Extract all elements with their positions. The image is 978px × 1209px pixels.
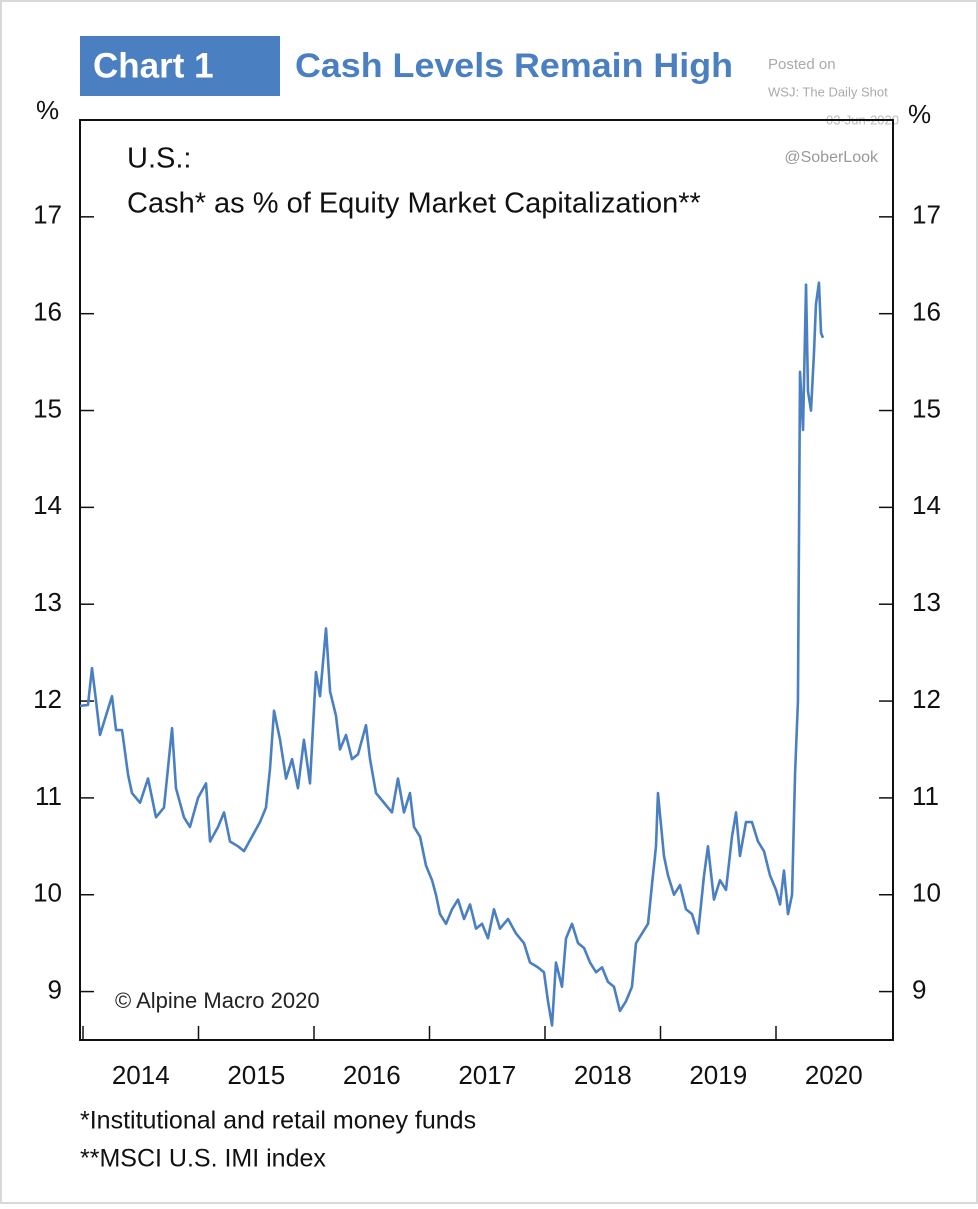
subtitle: U.S.: xyxy=(127,143,191,175)
y2-tick-label: 12 xyxy=(912,684,941,714)
x-tick-label: 2019 xyxy=(689,1060,747,1090)
y2-tick-label: 17 xyxy=(912,200,941,230)
data-line xyxy=(79,281,825,1027)
watermark: Posted on xyxy=(768,56,836,73)
subtitle: Cash* as % of Equity Market Capitalizati… xyxy=(127,188,701,220)
y2-tick-label: 14 xyxy=(912,490,941,520)
y2-unit-label: % xyxy=(908,99,931,129)
y2-tick-label: 13 xyxy=(912,587,941,617)
x-tick-label: 2017 xyxy=(458,1060,516,1090)
copyright: © Alpine Macro 2020 xyxy=(115,988,320,1013)
header-box xyxy=(80,36,280,96)
y-tick-label: 13 xyxy=(33,587,62,617)
y2-tick-label: 11 xyxy=(912,781,939,811)
x-tick-label: 2015 xyxy=(227,1060,285,1090)
y-tick-label: 10 xyxy=(33,878,62,908)
watermark: WSJ: The Daily Shot xyxy=(768,84,888,99)
y-tick-label: 16 xyxy=(33,297,62,327)
y-tick-label: 17 xyxy=(33,200,62,230)
y2-tick-label: 16 xyxy=(912,297,941,327)
y-tick-label: 14 xyxy=(33,490,62,520)
plot-frame xyxy=(79,119,894,1041)
chart-title: Cash Levels Remain High xyxy=(295,47,733,85)
y2-tick-label: 15 xyxy=(912,393,941,423)
y-unit-label: % xyxy=(36,95,59,125)
y2-tick-label: 9 xyxy=(912,974,926,1004)
y2-tick-label: 10 xyxy=(912,878,941,908)
x-tick-label: 2020 xyxy=(805,1060,863,1090)
footnote: **MSCI U.S. IMI index xyxy=(80,1145,326,1173)
y-tick-label: 11 xyxy=(35,781,62,811)
header-label: Chart 1 xyxy=(93,46,214,85)
x-tick-label: 2016 xyxy=(343,1060,401,1090)
y-tick-label: 15 xyxy=(33,393,62,423)
footnote: *Institutional and retail money funds xyxy=(80,1107,476,1135)
y-tick-label: 9 xyxy=(48,974,62,1004)
y-tick-label: 12 xyxy=(33,684,62,714)
x-tick-label: 2018 xyxy=(574,1060,632,1090)
credit: @SoberLook xyxy=(784,149,879,166)
x-tick-label: 2014 xyxy=(112,1060,170,1090)
